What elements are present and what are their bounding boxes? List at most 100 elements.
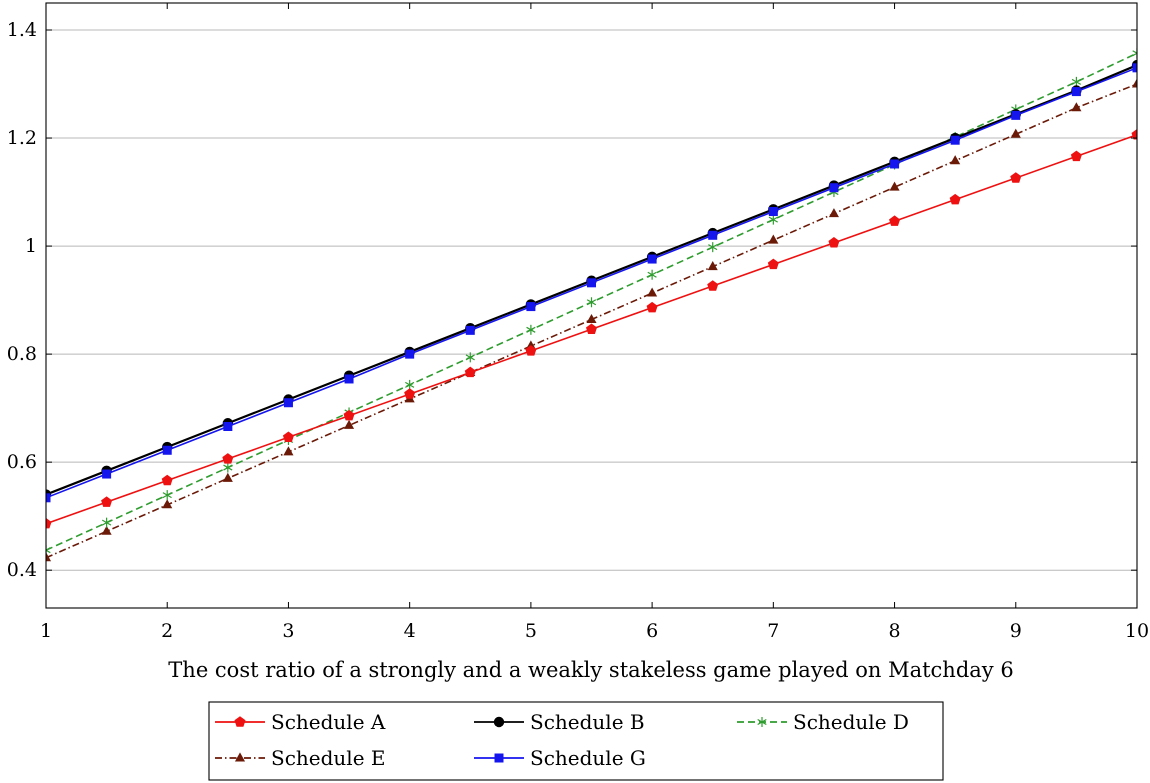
- data-point: [405, 349, 415, 359]
- data-point: [102, 469, 112, 479]
- legend-marker: [757, 717, 767, 727]
- legend-label: Schedule D: [793, 710, 909, 734]
- y-tick-label: 1.2: [7, 127, 37, 149]
- data-point: [1071, 87, 1081, 97]
- series-lines: [46, 48, 1137, 562]
- legend: Schedule A Schedule B Schedule D Schedule E…: [208, 701, 944, 781]
- data-point: [1070, 150, 1082, 162]
- y-tick-label: 0.6: [7, 451, 37, 473]
- data-point: [222, 453, 234, 464]
- data-point: [707, 280, 719, 291]
- data-point: [1132, 63, 1137, 73]
- x-tick-label: 2: [161, 620, 173, 642]
- data-point: [585, 323, 598, 334]
- data-point: [768, 207, 778, 217]
- data-point: [526, 324, 536, 335]
- data-point: [162, 445, 172, 455]
- x-axis-label: The cost ratio of a strongly and a weakl…: [168, 658, 1013, 682]
- data-point: [101, 496, 113, 507]
- y-tick-label: 1.4: [7, 19, 37, 41]
- data-point: [950, 135, 960, 145]
- data-point: [344, 419, 355, 429]
- data-point: [708, 242, 718, 253]
- data-point: [647, 254, 657, 264]
- legend-entry-schedule-b: Schedule B: [474, 710, 645, 734]
- data-point: [1132, 48, 1137, 59]
- data-point: [1131, 78, 1137, 88]
- data-point: [404, 388, 416, 399]
- data-point: [405, 379, 415, 390]
- x-tick-label: 6: [646, 620, 658, 642]
- series-schedule-d: [46, 48, 1137, 556]
- legend-box: [208, 701, 944, 781]
- x-tick-label: 8: [889, 620, 901, 642]
- data-point: [223, 462, 233, 473]
- y-tick-label: 0.8: [7, 343, 37, 365]
- data-point: [1071, 76, 1082, 87]
- data-point: [828, 208, 839, 218]
- data-point: [767, 258, 779, 270]
- data-point: [889, 215, 901, 226]
- series-schedule-e: [46, 78, 1137, 562]
- data-point: [647, 269, 657, 280]
- legend-marker: [234, 752, 246, 762]
- data-point: [829, 183, 839, 193]
- data-point: [464, 366, 476, 378]
- data-point: [646, 301, 658, 313]
- legend-label: Schedule B: [530, 710, 645, 734]
- plot-frame: [45, 2, 1138, 609]
- data-point: [890, 159, 900, 169]
- legend-label: Schedule E: [271, 746, 386, 770]
- data-point: [283, 446, 294, 456]
- data-point: [283, 398, 293, 408]
- data-point: [768, 234, 779, 244]
- x-tick-label: 9: [1010, 620, 1022, 642]
- legend-entry-schedule-a: Schedule A: [215, 710, 386, 734]
- data-point: [587, 278, 596, 288]
- x-tick-label: 4: [404, 620, 416, 642]
- axis-ticks: 0.4 0.6 0.8 1 1.2 1.4 1 2 3 4 5 6 7 8 9 10: [7, 3, 1149, 642]
- data-point: [162, 499, 173, 509]
- data-point: [223, 422, 233, 431]
- data-point: [586, 313, 597, 324]
- legend-entry-schedule-e: Schedule E: [215, 746, 386, 770]
- data-point: [46, 545, 51, 556]
- x-tick-label: 7: [767, 620, 779, 642]
- data-point: [222, 472, 233, 482]
- data-point: [46, 493, 51, 503]
- data-point: [647, 287, 658, 297]
- data-point: [707, 261, 718, 271]
- data-point: [889, 181, 900, 191]
- series-schedule-a: [46, 129, 1137, 529]
- y-tick-label: 0.4: [7, 559, 37, 581]
- data-point: [465, 352, 475, 363]
- data-point: [1071, 102, 1082, 112]
- legend-entry-schedule-d: Schedule D: [737, 710, 909, 734]
- legend-entry-schedule-g: Schedule G: [474, 746, 646, 770]
- data-point: [526, 302, 536, 312]
- legend-marker: [234, 716, 246, 727]
- data-point: [465, 325, 475, 335]
- data-point: [46, 552, 52, 562]
- data-point: [282, 431, 294, 442]
- data-point: [950, 155, 961, 165]
- data-point: [344, 374, 354, 384]
- data-point: [343, 409, 355, 421]
- data-point: [708, 230, 718, 240]
- x-tick-label: 3: [282, 620, 294, 642]
- data-point: [46, 517, 52, 529]
- legend-marker: [494, 753, 504, 763]
- data-point: [768, 214, 778, 225]
- data-point: [949, 193, 961, 205]
- data-point: [101, 525, 112, 535]
- legend-label: Schedule G: [530, 746, 646, 770]
- x-tick-label: 10: [1125, 620, 1149, 642]
- data-point: [525, 345, 537, 356]
- x-tick-label: 1: [40, 620, 52, 642]
- data-point: [1010, 128, 1021, 138]
- data-point: [586, 297, 597, 308]
- data-point: [101, 517, 112, 528]
- data-point: [1010, 172, 1022, 183]
- data-point: [1011, 110, 1021, 120]
